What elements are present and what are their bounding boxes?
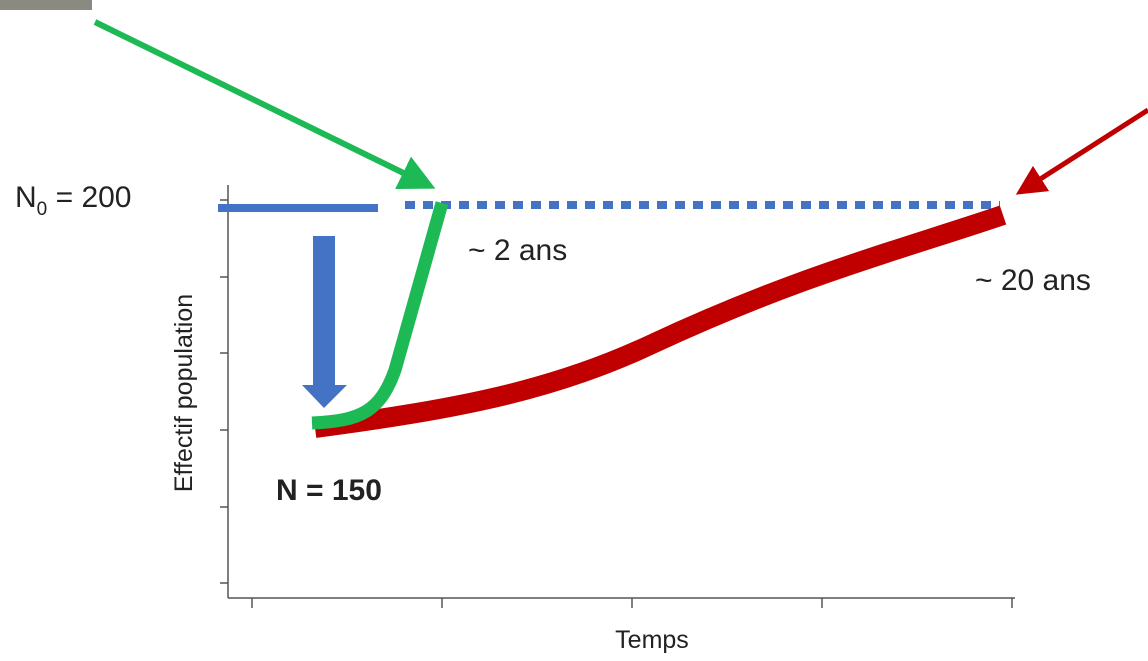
start-label-sub: 0 [37,199,48,220]
start-label: N0 = 200 [15,181,132,220]
photo-fragment [0,0,92,10]
drop-arrow [302,236,347,408]
fast-recovery [311,201,449,430]
low-label: N = 150 [276,474,382,507]
slow-recovery [313,205,1007,438]
axes [220,185,1015,608]
red-pointer [1015,107,1148,195]
x-axis-label: Temps [615,626,689,654]
fast-label: ~ 2 ans [468,234,567,267]
y-axis-label: Effectif population [170,294,198,492]
green-pointer [93,19,436,189]
start-label-main: N [15,181,37,214]
slow-label: ~ 20 ans [975,264,1091,297]
start-label-rest: = 200 [47,181,131,214]
